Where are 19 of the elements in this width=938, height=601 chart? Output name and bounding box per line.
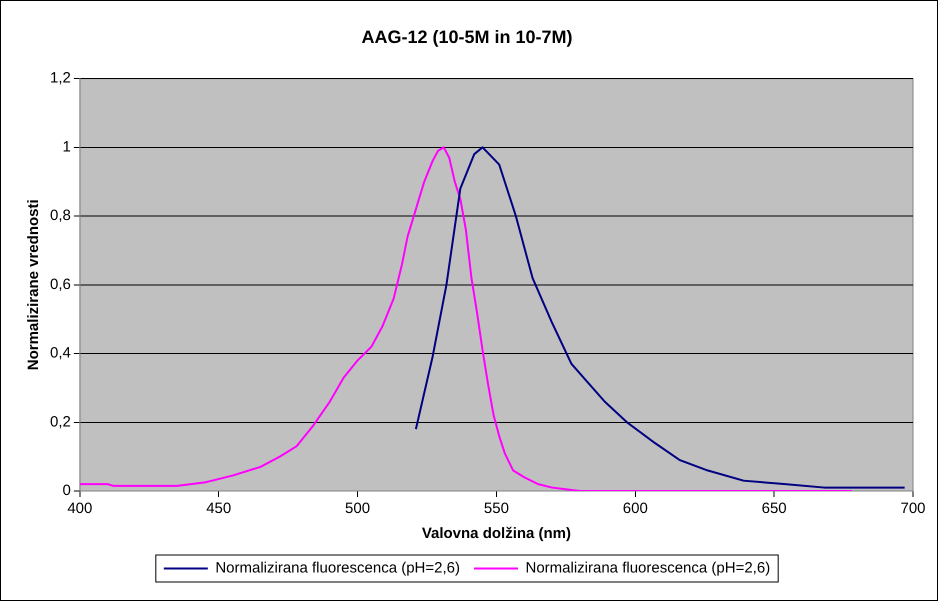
chart-title: AAG-12 (10-5M in 10-7M) <box>361 26 573 47</box>
x-tick-label: 700 <box>900 500 926 518</box>
x-tick-label: 500 <box>345 500 370 518</box>
x-tick-label: 600 <box>622 500 648 518</box>
y-tick-label: 0,6 <box>50 276 71 293</box>
x-tick-label: 550 <box>484 500 509 518</box>
y-tick-label: 1 <box>62 138 71 156</box>
x-tick-label: 400 <box>67 500 92 518</box>
x-tick-label: 450 <box>206 500 232 518</box>
y-tick-label: 1,2 <box>50 70 71 87</box>
y-tick-label: 0 <box>62 482 71 500</box>
y-tick-label: 0,2 <box>50 413 71 430</box>
y-tick-label: 0,4 <box>50 344 71 362</box>
legend-label: Normalizirana fluorescenca (pH=2,6) <box>215 560 460 577</box>
y-tick-label: 0,8 <box>50 207 71 224</box>
x-tick-label: 650 <box>762 500 787 518</box>
legend-label: Normalizirana fluorescenca (pH=2,6) <box>526 560 770 577</box>
y-axis-title: Normalizirane vrednosti <box>25 199 42 370</box>
x-axis-title: Valovna dolžina (nm) <box>422 525 572 542</box>
